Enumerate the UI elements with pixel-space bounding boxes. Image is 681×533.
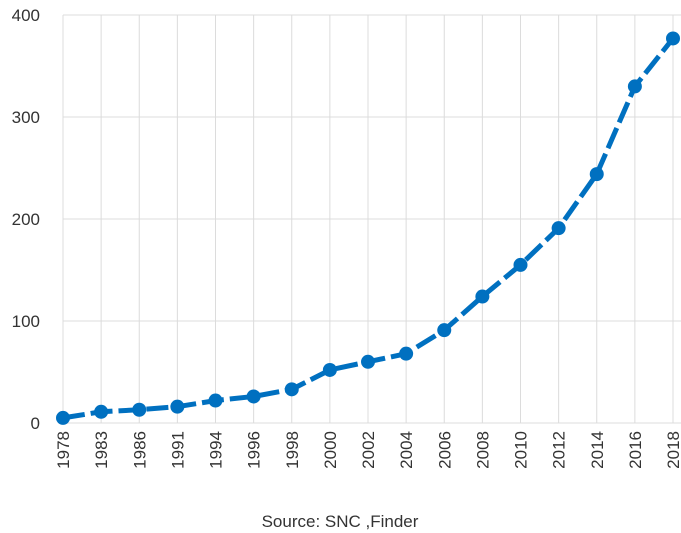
data-point bbox=[361, 354, 375, 369]
data-point bbox=[208, 393, 223, 408]
data-point bbox=[132, 402, 147, 417]
x-tick-label: 1996 bbox=[245, 431, 264, 469]
x-tick-label: 1983 bbox=[92, 431, 111, 469]
x-tick-label: 2012 bbox=[550, 431, 569, 469]
data-point bbox=[170, 399, 185, 414]
data-point bbox=[475, 289, 490, 304]
x-tick-label: 2002 bbox=[359, 431, 378, 469]
x-tick-label: 2006 bbox=[435, 431, 454, 469]
source-note: Source: SNC ,Finder bbox=[262, 512, 419, 531]
data-point bbox=[94, 404, 109, 419]
y-tick-label: 400 bbox=[12, 6, 40, 25]
x-tick-label: 1978 bbox=[54, 431, 73, 469]
y-tick-label: 100 bbox=[12, 312, 40, 331]
x-tick-label: 1998 bbox=[283, 431, 302, 469]
data-point bbox=[437, 323, 452, 338]
y-tick-label: 300 bbox=[12, 108, 40, 127]
x-tick-label: 2004 bbox=[397, 431, 416, 469]
data-point bbox=[666, 31, 680, 46]
y-tick-label: 0 bbox=[31, 414, 40, 433]
x-tick-label: 2010 bbox=[512, 431, 531, 469]
x-tick-label: 2014 bbox=[588, 431, 607, 469]
data-point bbox=[56, 410, 70, 425]
x-tick-label: 1991 bbox=[168, 431, 187, 469]
x-tick-label: 2000 bbox=[321, 431, 340, 469]
data-point bbox=[551, 221, 566, 236]
data-point bbox=[322, 362, 337, 377]
data-point bbox=[246, 389, 261, 404]
x-tick-label: 1986 bbox=[130, 431, 149, 469]
data-point bbox=[284, 382, 299, 397]
data-point bbox=[399, 346, 414, 361]
data-point bbox=[513, 257, 528, 272]
x-tick-label: 2018 bbox=[664, 431, 681, 469]
x-tick-label: 2008 bbox=[473, 431, 492, 469]
y-tick-label: 200 bbox=[12, 210, 40, 229]
data-point bbox=[627, 79, 642, 94]
x-tick-label: 1994 bbox=[207, 431, 226, 469]
x-tick-label: 2016 bbox=[626, 431, 645, 469]
data-point bbox=[589, 167, 604, 182]
